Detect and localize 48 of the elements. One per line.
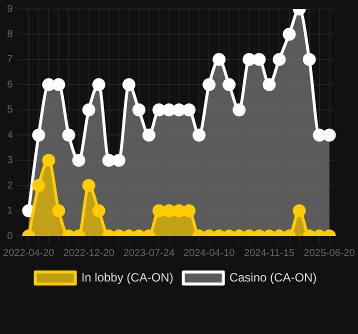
y-tick-label: 2	[7, 180, 14, 192]
point	[112, 154, 126, 167]
y-tick-label: 7	[7, 54, 14, 66]
point	[82, 103, 96, 116]
point	[32, 128, 46, 142]
point	[52, 78, 66, 92]
point	[62, 128, 76, 142]
point	[242, 52, 256, 66]
y-tick-label: 4	[7, 130, 14, 141]
y-tick-label: 0	[7, 230, 14, 242]
point	[72, 154, 86, 167]
y-tick-label: 3	[7, 155, 14, 166]
point	[262, 78, 276, 92]
point	[272, 52, 286, 66]
point	[92, 78, 106, 92]
point	[132, 103, 146, 116]
x-tick-label: 2022-12-20	[63, 248, 115, 259]
y-tick-label: 9	[7, 4, 14, 15]
x-tick-label: 2025-06-20	[304, 248, 356, 259]
point	[312, 128, 326, 142]
point	[322, 128, 336, 142]
point	[222, 78, 236, 92]
point	[42, 78, 56, 92]
point	[142, 128, 156, 142]
point	[192, 128, 206, 142]
point	[102, 154, 116, 167]
y-tick-label: 1	[7, 206, 14, 217]
x-tick-label: 2022-04-20	[3, 248, 55, 259]
y-tick-label: 8	[7, 28, 14, 40]
point	[162, 103, 176, 116]
y-tick-label: 6	[7, 79, 14, 90]
x-tick-label: 2023-07-24	[123, 248, 175, 259]
point	[232, 103, 246, 116]
y-tick-label: 5	[7, 104, 14, 116]
point	[212, 52, 226, 66]
legend-label: In lobby (CA-ON)	[81, 270, 174, 284]
point	[152, 103, 166, 116]
point	[42, 154, 56, 167]
point	[182, 103, 196, 116]
legend-label: Casino (CA-ON)	[229, 270, 317, 284]
point	[302, 52, 316, 66]
point	[122, 78, 136, 92]
point	[202, 78, 216, 92]
x-tick-label: 2024-11-15	[244, 248, 295, 259]
point	[172, 103, 186, 116]
x-tick-label: 2024-04-10	[183, 248, 236, 259]
point	[252, 52, 266, 66]
point	[282, 28, 296, 41]
